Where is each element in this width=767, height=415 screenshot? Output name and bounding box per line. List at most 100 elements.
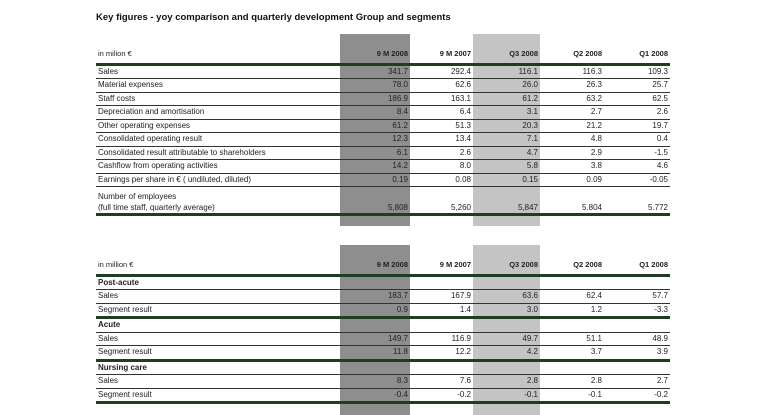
column-header: 9 M 2007 bbox=[439, 49, 471, 59]
value-cell: 62.5 bbox=[652, 93, 668, 103]
segment-name: Post-acute bbox=[98, 277, 139, 287]
value-cell: 0.15 bbox=[522, 174, 538, 184]
value-cell: 14.2 bbox=[392, 161, 408, 171]
value-cell: 49.7 bbox=[522, 333, 538, 343]
table-row: Segment result -0.4 -0.2 -0.1 -0.1 -0.2 bbox=[96, 388, 670, 403]
value-cell: 0.09 bbox=[586, 174, 602, 184]
value-cell: 0.08 bbox=[455, 174, 471, 184]
highlight-column-9m2008 bbox=[340, 34, 410, 226]
value-cell: 3.1 bbox=[526, 107, 538, 117]
value-cell: 116.9 bbox=[451, 333, 471, 343]
highlight-column-q32008 bbox=[473, 245, 540, 415]
table-row: Segment result 11.8 12.2 4.2 3.7 3.9 bbox=[96, 346, 670, 360]
value-cell: 5,847 bbox=[517, 203, 538, 212]
value-cell: -3.3 bbox=[654, 304, 668, 314]
value-cell: 5,808 bbox=[387, 203, 408, 212]
column-header: Q1 2008 bbox=[639, 260, 668, 270]
value-cell: 48.9 bbox=[652, 333, 668, 343]
value-cell: 341.7 bbox=[387, 66, 408, 76]
value-cell: 0.4 bbox=[656, 134, 668, 144]
key-figures-table: in milion € 9 M 2008 9 M 2007 Q3 2008 Q2… bbox=[96, 48, 670, 216]
row-label: Number of employees (full time staff, qua… bbox=[96, 187, 340, 215]
value-cell: 51.1 bbox=[586, 333, 602, 343]
value-cell: -0.1 bbox=[588, 389, 602, 399]
value-cell: 2.8 bbox=[526, 376, 538, 386]
row-label: Consolidated result attributable to shar… bbox=[98, 147, 266, 157]
segment-header-row: Post-acute bbox=[96, 275, 670, 290]
header-row: in million € 9 M 2008 9 M 2007 Q3 2008 Q… bbox=[96, 259, 670, 275]
value-cell: 8.4 bbox=[396, 107, 408, 117]
table-row: Sales 149.7 116.9 49.7 51.1 48.9 bbox=[96, 332, 670, 346]
value-cell: 183.7 bbox=[387, 291, 408, 301]
value-cell: 0.19 bbox=[392, 174, 408, 184]
row-label: Material expenses bbox=[98, 80, 163, 90]
value-cell: 163.1 bbox=[450, 93, 471, 103]
value-cell: -0.2 bbox=[457, 389, 471, 399]
value-cell: 25.7 bbox=[652, 80, 668, 90]
highlight-column-q32008 bbox=[473, 34, 540, 226]
unit-label: in million € bbox=[98, 260, 134, 270]
value-cell: 4.8 bbox=[590, 134, 602, 144]
highlight-column-9m2008 bbox=[340, 245, 410, 415]
table-row: Earnings per share in € ( undiluted, dil… bbox=[96, 173, 670, 187]
value-cell: 116.3 bbox=[582, 66, 602, 76]
value-cell: 78.0 bbox=[392, 80, 408, 90]
value-cell: 19.7 bbox=[652, 120, 668, 130]
value-cell: 8.0 bbox=[459, 161, 471, 171]
table-row: Depreciation and amortisation 8.4 6.4 3.1 2.… bbox=[96, 106, 670, 119]
value-cell: 1.2 bbox=[590, 304, 602, 314]
value-cell: 5.772 bbox=[647, 203, 668, 212]
value-cell: 1.4 bbox=[459, 304, 471, 314]
row-label: Depreciation and amortisation bbox=[98, 107, 205, 117]
value-cell: 5.804 bbox=[581, 203, 602, 212]
table-row: Segment result 0.9 1.4 3.0 1.2 -3.3 bbox=[96, 303, 670, 318]
value-cell: 4.2 bbox=[526, 347, 538, 357]
segment-header-row: Acute bbox=[96, 318, 670, 332]
row-label: Sales bbox=[98, 333, 119, 343]
value-cell: 63.6 bbox=[522, 291, 538, 301]
table-row: Consolidated operating result 12.3 13.4 7.1… bbox=[96, 133, 670, 146]
row-label-line: (full time staff, quarterly average) bbox=[98, 203, 215, 212]
column-header: 9 M 2007 bbox=[439, 260, 471, 270]
value-cell: 2.6 bbox=[459, 147, 471, 157]
value-cell: 11.8 bbox=[393, 347, 408, 357]
row-label: Sales bbox=[98, 291, 119, 301]
row-label: Consolidated operating result bbox=[98, 134, 203, 144]
value-cell: -0.4 bbox=[394, 389, 408, 399]
value-cell: 61.2 bbox=[522, 93, 538, 103]
value-cell: 26.0 bbox=[522, 80, 538, 90]
value-cell: -0.1 bbox=[524, 389, 538, 399]
table-row: Other operating expenses 61.2 51.3 20.3 21.2… bbox=[96, 119, 670, 133]
value-cell: 149.7 bbox=[387, 333, 408, 343]
value-cell: 62.4 bbox=[586, 291, 602, 301]
row-label-line: Number of employees bbox=[98, 192, 177, 201]
value-cell: 4.6 bbox=[656, 161, 668, 171]
value-cell: 57.7 bbox=[652, 291, 668, 301]
value-cell: 12.3 bbox=[392, 134, 408, 144]
value-cell: -1.5 bbox=[654, 147, 668, 157]
value-cell: 61.2 bbox=[392, 120, 408, 130]
value-cell: 6.1 bbox=[396, 147, 408, 157]
value-cell: 21.2 bbox=[586, 120, 602, 130]
value-cell: 3.7 bbox=[590, 347, 602, 357]
table-row: Number of employees (full time staff, qua… bbox=[96, 187, 670, 215]
row-label: Segment result bbox=[98, 347, 152, 357]
row-label: Earnings per share in € ( undiluted, dil… bbox=[98, 174, 251, 184]
value-cell: 5.8 bbox=[526, 161, 538, 171]
value-cell: -0.05 bbox=[649, 174, 668, 184]
value-cell: 8.3 bbox=[396, 376, 408, 386]
row-label: Segment result bbox=[98, 304, 152, 314]
table-row: Material expenses 78.0 62.6 26.0 26.3 25.7 bbox=[96, 79, 670, 92]
value-cell: 5,260 bbox=[450, 203, 471, 212]
row-label: Sales bbox=[98, 66, 119, 76]
value-cell: 3.9 bbox=[656, 347, 668, 357]
row-label: Staff costs bbox=[98, 93, 136, 103]
value-cell: 3.8 bbox=[590, 161, 602, 171]
table-row: Consolidated result attributable to shar… bbox=[96, 146, 670, 160]
row-label: Cashflow from operating activities bbox=[98, 161, 218, 171]
segment-name: Nursing care bbox=[98, 362, 147, 372]
value-cell: 0.9 bbox=[396, 304, 408, 314]
row-label: Segment result bbox=[98, 389, 152, 399]
column-header: Q2 2008 bbox=[573, 260, 602, 270]
value-cell: 26.3 bbox=[586, 80, 602, 90]
